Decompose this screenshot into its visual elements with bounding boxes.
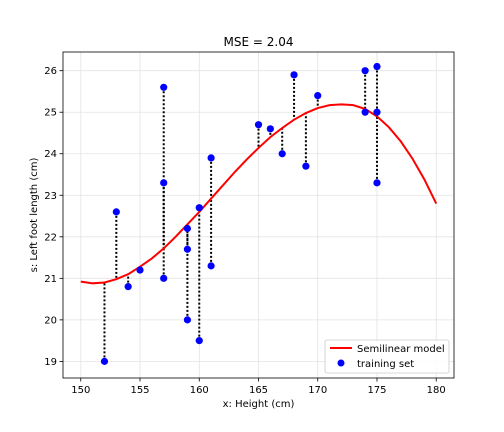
- training-point: [195, 337, 203, 345]
- training-point: [160, 83, 168, 91]
- training-point: [207, 262, 215, 270]
- y-tick-label: 20: [44, 315, 57, 326]
- training-point: [302, 162, 310, 170]
- training-point: [254, 121, 263, 129]
- training-point: [183, 245, 192, 253]
- training-point: [361, 108, 369, 116]
- training-point: [266, 125, 274, 133]
- x-tick-label: 180: [427, 385, 446, 396]
- training-points-group: [100, 62, 381, 365]
- legend-label-model: Semilinear model: [357, 344, 445, 355]
- x-tick-label: 155: [130, 385, 149, 396]
- training-point: [278, 150, 286, 158]
- legend-point-swatch: [337, 359, 345, 367]
- x-tick-label: 170: [308, 385, 327, 396]
- training-point: [361, 67, 369, 75]
- x-tick-label: 175: [367, 385, 386, 396]
- training-point: [195, 204, 203, 212]
- training-point: [112, 208, 120, 216]
- y-tick-label: 24: [44, 149, 57, 160]
- y-tick-label: 21: [44, 274, 57, 285]
- x-axis-ticks: 150 155 160 165 170 175 180: [71, 378, 446, 396]
- training-point: [373, 62, 381, 71]
- x-tick-label: 165: [249, 385, 268, 396]
- training-point: [373, 179, 381, 187]
- y-axis-label: s: Left foot length (cm): [29, 158, 40, 273]
- training-point: [160, 274, 168, 282]
- training-point: [183, 224, 192, 233]
- legend-label-training: training set: [357, 359, 414, 370]
- training-point: [314, 92, 322, 100]
- y-tick-label: 25: [44, 108, 57, 119]
- y-tick-label: 19: [44, 357, 57, 368]
- training-point: [136, 266, 144, 274]
- training-point: [207, 154, 215, 162]
- training-point: [124, 283, 132, 291]
- x-tick-label: 150: [71, 385, 90, 396]
- y-tick-label: 23: [44, 191, 57, 202]
- training-point: [290, 71, 298, 79]
- training-point: [160, 179, 168, 187]
- x-axis-label: x: Height (cm): [223, 399, 295, 410]
- training-point: [183, 316, 192, 324]
- chart-title: MSE = 2.04: [224, 35, 294, 49]
- y-tick-label: 26: [44, 66, 57, 77]
- legend: Semilinear model training set: [324, 339, 450, 374]
- legend-box: [324, 339, 450, 374]
- training-point: [100, 357, 109, 365]
- training-point: [373, 108, 381, 116]
- y-tick-label: 22: [44, 232, 57, 243]
- x-tick-label: 160: [190, 385, 209, 396]
- y-axis-ticks: 19 20 21 22 23 24 25 26: [44, 66, 63, 368]
